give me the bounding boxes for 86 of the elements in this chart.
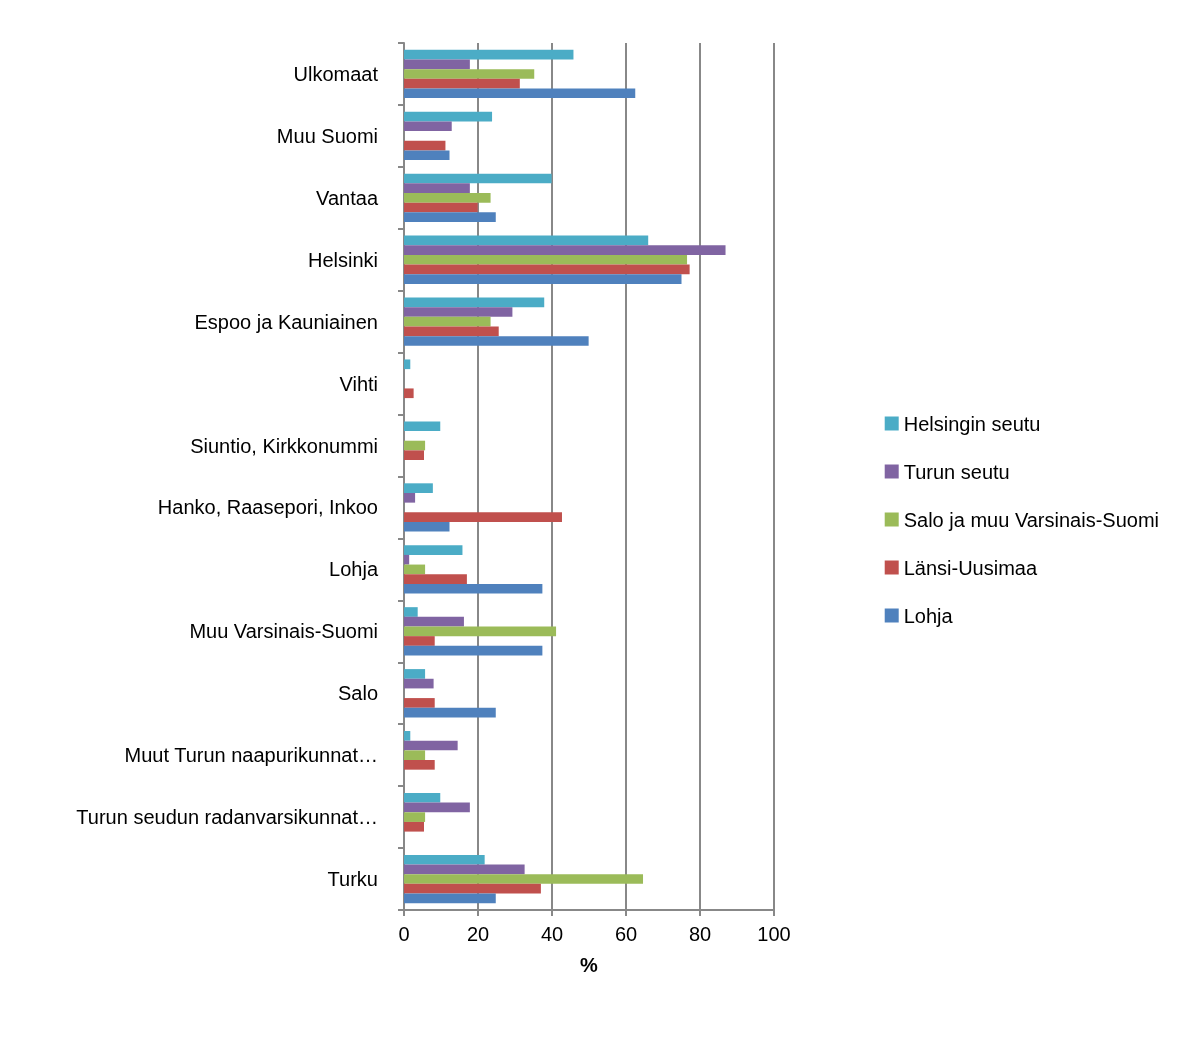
bar	[404, 59, 470, 70]
y-tick-label: Espoo ja Kauniainen	[194, 310, 378, 333]
bar	[404, 88, 636, 99]
bar	[404, 645, 543, 656]
bar	[404, 707, 496, 718]
y-tick-label: Vantaa	[316, 186, 379, 209]
bar	[404, 336, 589, 346]
bar	[404, 326, 499, 337]
bar	[404, 49, 574, 60]
bar	[404, 883, 541, 894]
bar	[404, 812, 426, 822]
x-tick-label: 0	[398, 923, 410, 945]
bar	[404, 121, 452, 132]
legend-label: Helsingin seutu	[903, 412, 1041, 435]
bar	[404, 821, 424, 832]
bar	[404, 421, 441, 432]
bar	[404, 450, 424, 461]
y-tick-label: Muu Varsinais-Suomi	[189, 620, 378, 643]
bar	[404, 864, 525, 875]
bar	[404, 483, 433, 493]
bar	[404, 297, 545, 308]
y-tick-label: Helsinki	[307, 248, 378, 271]
bar	[404, 274, 682, 284]
y-tick-label: Lohja	[329, 558, 379, 581]
bar	[404, 521, 450, 532]
bar	[404, 854, 485, 865]
bar	[404, 254, 688, 265]
x-tick-label: 20	[466, 923, 490, 945]
bar	[404, 111, 493, 122]
legend-label: Turun seutu	[903, 460, 1010, 483]
bar	[404, 173, 552, 184]
bar	[404, 245, 726, 255]
y-tick-label: Turun seudun radanvarsikunnat…	[76, 806, 378, 829]
legend-label: Salo ja muu Varsinais-Suomi	[903, 508, 1159, 531]
bar	[404, 893, 496, 904]
bar	[404, 359, 411, 370]
bar	[404, 212, 496, 222]
bar	[404, 574, 467, 584]
bar	[404, 564, 426, 575]
bar	[404, 874, 644, 884]
bar	[404, 140, 446, 151]
bar	[404, 192, 491, 203]
legend-label: Lohja	[903, 604, 954, 627]
bar	[404, 69, 535, 79]
y-tick-label: Muu Suomi	[276, 124, 378, 147]
bar	[404, 616, 464, 627]
bar	[404, 440, 426, 451]
x-tick-label: 80	[688, 923, 712, 945]
bar	[404, 583, 543, 594]
y-tick-label: Ulkomaat	[293, 62, 379, 85]
y-tick-label: Salo	[337, 682, 378, 705]
bar	[404, 492, 416, 503]
bar	[404, 802, 470, 813]
x-tick-label: 60	[614, 923, 638, 945]
bar	[404, 202, 478, 213]
bar	[404, 307, 513, 317]
bar	[404, 235, 649, 246]
bar	[404, 792, 441, 803]
bar	[404, 554, 410, 565]
y-tick-label: Vihti	[339, 372, 378, 395]
bar	[404, 150, 450, 161]
bar	[404, 731, 411, 741]
bar	[404, 607, 418, 617]
x-tick-label: 40	[540, 923, 564, 945]
bar	[404, 698, 435, 708]
x-tick-label: 100	[757, 923, 791, 945]
bar	[404, 678, 434, 689]
bar	[404, 388, 414, 399]
bar	[404, 264, 690, 275]
x-axis-title: %	[580, 954, 599, 976]
bar	[404, 316, 491, 327]
y-tick-label: Hanko, Raasepori, Inkoo	[157, 496, 378, 519]
y-tick-label: Muut Turun naapurikunnat…	[124, 744, 378, 767]
bar	[404, 740, 458, 751]
bar	[404, 669, 426, 679]
bar	[404, 183, 470, 193]
bar	[404, 512, 562, 522]
y-tick-label: Turku	[327, 868, 378, 891]
bar	[404, 636, 435, 646]
bar	[404, 760, 435, 770]
bar	[404, 750, 426, 761]
bar	[404, 545, 463, 555]
y-tick-label: Siuntio, Kirkkonummi	[190, 434, 378, 457]
bar	[404, 626, 557, 637]
legend-label: Länsi-Uusimaa	[903, 556, 1038, 579]
bar	[404, 78, 520, 89]
